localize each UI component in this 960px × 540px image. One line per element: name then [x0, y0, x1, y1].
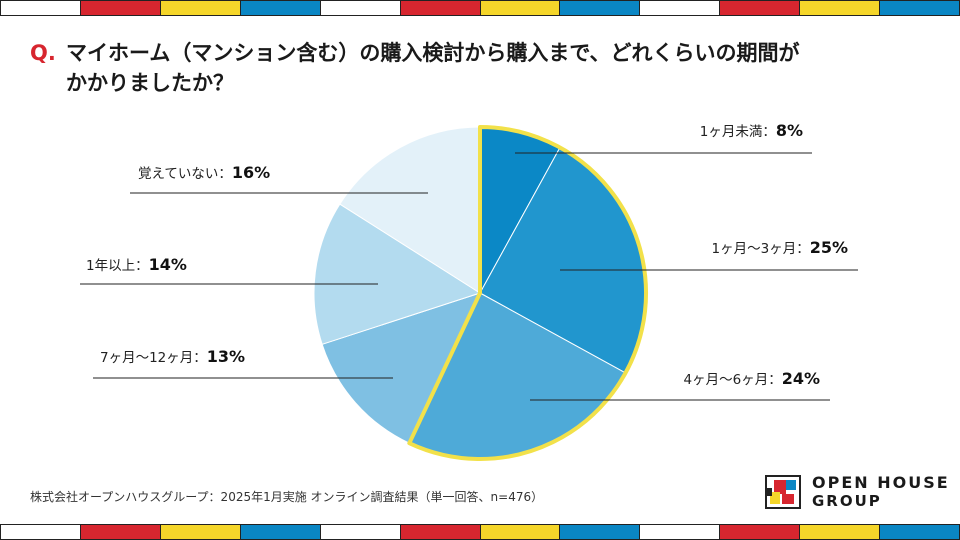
stripe-segment [800, 0, 881, 16]
stripe-segment [400, 0, 481, 16]
pie-slice-5 [313, 203, 482, 345]
slice-label-6: 覚えていない：16% [138, 163, 270, 182]
bottom-color-stripe [0, 524, 960, 540]
stripe-segment [0, 524, 81, 540]
stripe-segment [240, 524, 321, 540]
question-mark: Q. [30, 41, 56, 65]
slice-label-value: 16% [232, 163, 270, 182]
stripe-segment [800, 524, 881, 540]
slice-label-name: 7ヶ月〜12ヶ月： [100, 350, 207, 366]
open-house-logo: OPEN HOUSE GROUP [764, 474, 950, 510]
slice-label-value: 8% [776, 121, 803, 140]
stripe-segment [240, 0, 321, 16]
survey-footnote: 株式会社オープンハウスグループ：2025年1月実施 オンライン調査結果（単一回答… [30, 490, 544, 504]
stripe-segment [640, 524, 721, 540]
stripe-segment [80, 524, 161, 540]
slice-label-name: 覚えていない： [138, 166, 232, 182]
question-text-line1: マイホーム（マンション含む）の購入検討から購入まで、どれくらいの期間が [66, 41, 800, 65]
question-title: Q. マイホーム（マンション含む）の購入検討から購入まで、どれくらいの期間が か… [30, 38, 930, 98]
stripe-segment [320, 524, 401, 540]
stripe-segment [480, 0, 561, 16]
slice-label-value: 14% [149, 255, 187, 274]
slice-label-5: 1年以上：14% [86, 255, 187, 274]
pie-slice-4 [321, 292, 481, 444]
stripe-segment [720, 524, 801, 540]
stripe-segment [160, 524, 241, 540]
stripe-segment [640, 0, 721, 16]
slice-label-name: 1ヶ月〜3ヶ月： [712, 241, 810, 257]
pie-highlight-outline [407, 125, 648, 461]
slice-label-value: 25% [810, 238, 848, 257]
slice-label-3: 4ヶ月〜6ヶ月：24% [684, 369, 820, 388]
question-text-line2: かかりましたか？ [66, 71, 234, 95]
stripe-segment [720, 0, 801, 16]
slice-label-name: 4ヶ月〜6ヶ月： [684, 372, 782, 388]
stripe-segment [320, 0, 401, 16]
stripe-segment [0, 0, 81, 16]
slice-label-name: 1ヶ月未満： [700, 124, 776, 140]
stripe-segment [560, 524, 641, 540]
slice-label-4: 7ヶ月〜12ヶ月：13% [100, 347, 245, 366]
stripe-segment [480, 524, 561, 540]
stripe-segment [560, 0, 641, 16]
slice-label-2: 1ヶ月〜3ヶ月：25% [712, 238, 848, 257]
stripe-segment [80, 0, 161, 16]
stripe-segment [400, 524, 481, 540]
stripe-segment [160, 0, 241, 16]
slice-label-1: 1ヶ月未満：8% [700, 121, 803, 140]
stripe-segment [880, 524, 960, 540]
top-color-stripe [0, 0, 960, 16]
slice-label-value: 24% [782, 369, 820, 388]
slice-label-name: 1年以上： [86, 258, 149, 274]
logo-text-line1: OPEN HOUSE [812, 473, 950, 492]
logo-text-line2: GROUP [812, 492, 882, 510]
slice-label-value: 13% [207, 347, 245, 366]
open-house-logo-icon [765, 475, 801, 509]
